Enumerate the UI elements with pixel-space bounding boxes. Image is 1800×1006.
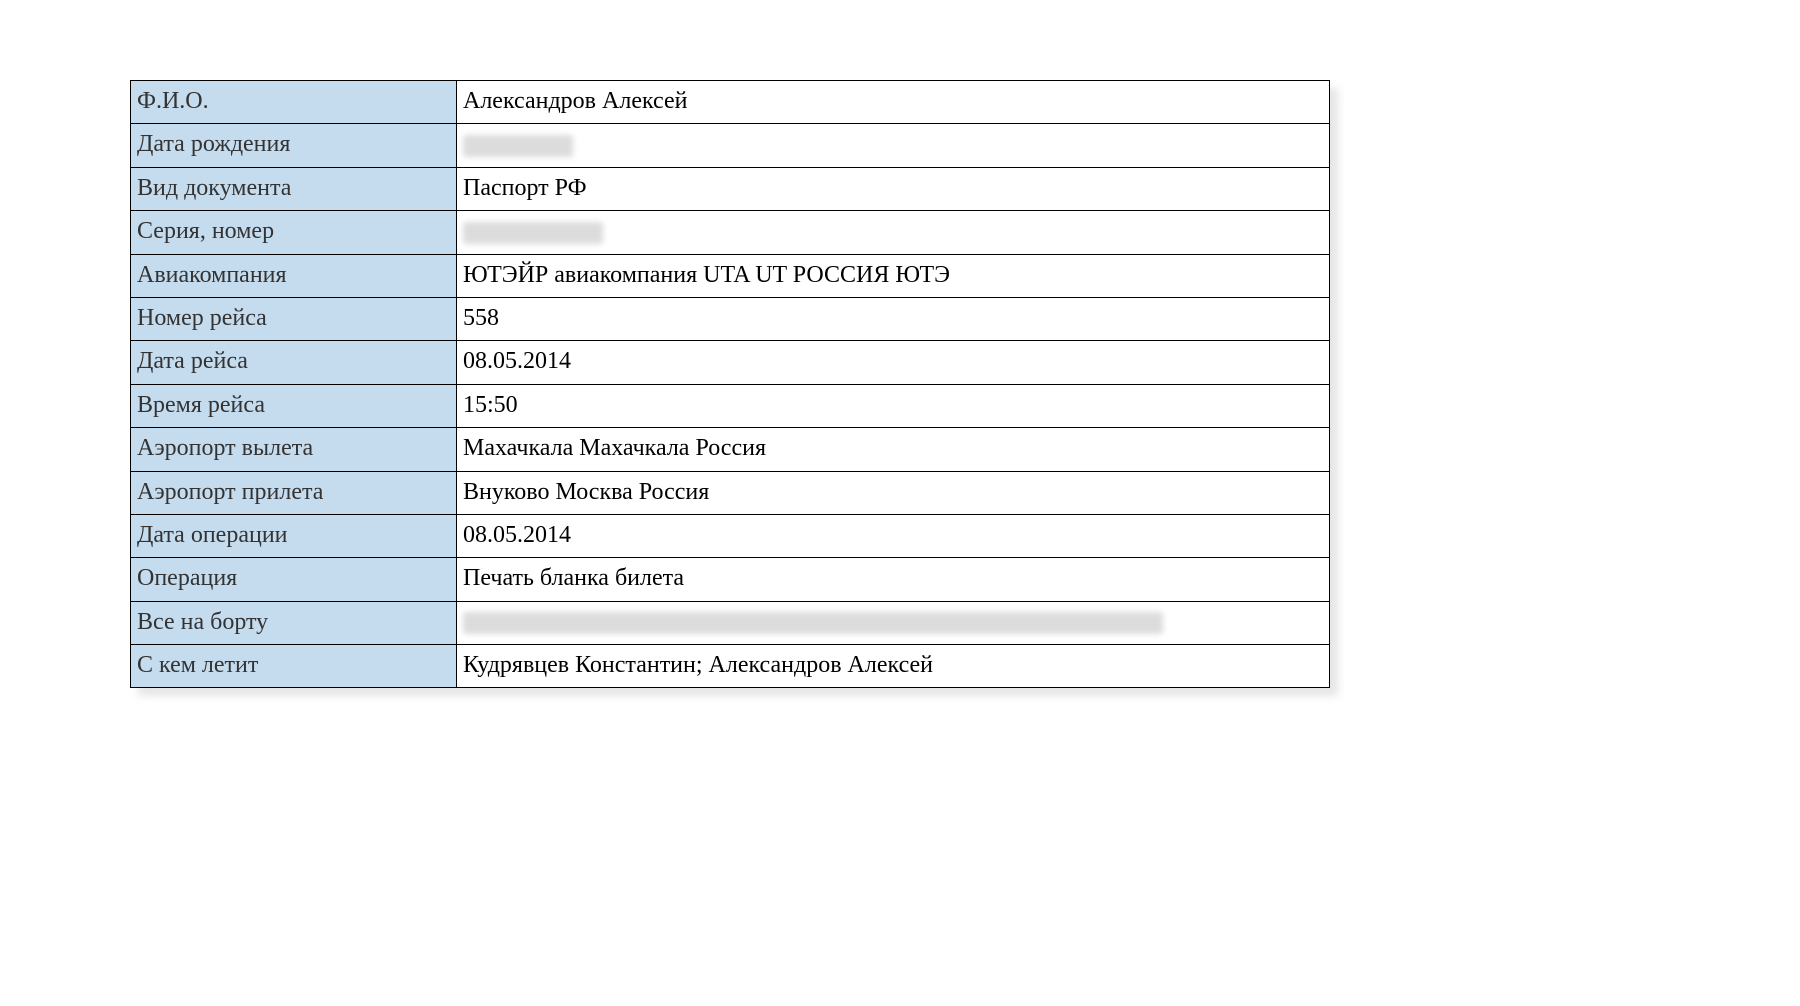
row-value xyxy=(457,124,1330,167)
row-value: ЮТЭЙР авиакомпания UTA UT РОССИЯ ЮТЭ xyxy=(457,254,1330,297)
row-value xyxy=(457,601,1330,644)
table-row: Ф.И.О.Александров Алексей xyxy=(131,81,1330,124)
redacted-value xyxy=(463,222,603,244)
row-value: Кудрявцев Константин; Александров Алексе… xyxy=(457,645,1330,688)
table-row: Дата рождения xyxy=(131,124,1330,167)
redacted-value xyxy=(463,612,1163,634)
redacted-value xyxy=(463,135,573,157)
table-row: Дата операции08.05.2014 xyxy=(131,514,1330,557)
row-value: Александров Алексей xyxy=(457,81,1330,124)
page: Ф.И.О.Александров АлексейДата рожденияВи… xyxy=(0,0,1800,1006)
table-row: Дата рейса08.05.2014 xyxy=(131,341,1330,384)
row-value: 08.05.2014 xyxy=(457,341,1330,384)
key-value-table: Ф.И.О.Александров АлексейДата рожденияВи… xyxy=(130,80,1330,688)
row-label: Авиакомпания xyxy=(131,254,457,297)
row-label: Время рейса xyxy=(131,384,457,427)
table-row: Аэропорт прилетаВнуково Москва Россия xyxy=(131,471,1330,514)
table-row: ОперацияПечать бланка билета xyxy=(131,558,1330,601)
row-label: Дата рождения xyxy=(131,124,457,167)
row-value: Внуково Москва Россия xyxy=(457,471,1330,514)
row-value: 558 xyxy=(457,297,1330,340)
row-label: Номер рейса xyxy=(131,297,457,340)
row-label: Операция xyxy=(131,558,457,601)
row-label: Серия, номер xyxy=(131,211,457,254)
table-row: Все на борту xyxy=(131,601,1330,644)
table-container: Ф.И.О.Александров АлексейДата рожденияВи… xyxy=(130,80,1330,688)
table-row: С кем летитКудрявцев Константин; Алексан… xyxy=(131,645,1330,688)
row-value xyxy=(457,211,1330,254)
table-row: Аэропорт вылетаМахачкала Махачкала Росси… xyxy=(131,428,1330,471)
table-row: Время рейса15:50 xyxy=(131,384,1330,427)
table-row: Номер рейса558 xyxy=(131,297,1330,340)
table-row: АвиакомпанияЮТЭЙР авиакомпания UTA UT РО… xyxy=(131,254,1330,297)
row-label: Аэропорт вылета xyxy=(131,428,457,471)
row-value: Печать бланка билета xyxy=(457,558,1330,601)
table-body: Ф.И.О.Александров АлексейДата рожденияВи… xyxy=(131,81,1330,688)
row-value: Махачкала Махачкала Россия xyxy=(457,428,1330,471)
row-value: 15:50 xyxy=(457,384,1330,427)
table-row: Серия, номер xyxy=(131,211,1330,254)
row-label: Дата операции xyxy=(131,514,457,557)
row-label: С кем летит xyxy=(131,645,457,688)
row-label: Аэропорт прилета xyxy=(131,471,457,514)
row-label: Ф.И.О. xyxy=(131,81,457,124)
row-value: 08.05.2014 xyxy=(457,514,1330,557)
row-label: Все на борту xyxy=(131,601,457,644)
row-label: Вид документа xyxy=(131,167,457,210)
row-value: Паспорт РФ xyxy=(457,167,1330,210)
table-row: Вид документаПаспорт РФ xyxy=(131,167,1330,210)
row-label: Дата рейса xyxy=(131,341,457,384)
